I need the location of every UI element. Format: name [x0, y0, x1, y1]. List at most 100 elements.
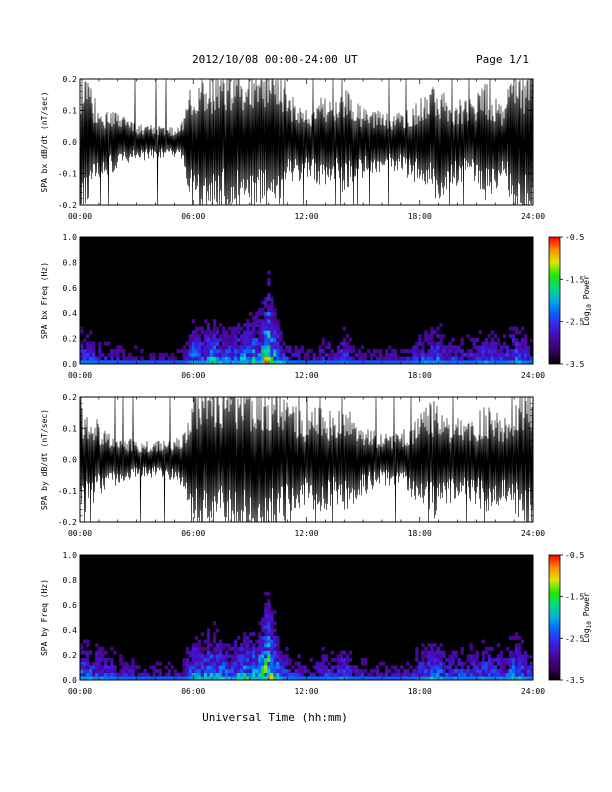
spectrogram-cell: [273, 330, 277, 335]
spectrogram-cell: [261, 311, 265, 316]
spectrogram-cell: [415, 668, 419, 673]
spectrogram-cell: [83, 356, 87, 361]
spectrogram-cell: [273, 341, 277, 346]
spectrogram-cell: [182, 676, 186, 681]
spectrogram-cell: [221, 643, 226, 648]
panel-3: -0.2-0.10.00.10.200:00 06:00 12:00 18:00 24:…: [40, 393, 545, 538]
spectrogram-cell: [372, 352, 377, 357]
spectrogram-cell: [270, 643, 274, 648]
spectrogram-cell: [415, 657, 419, 662]
spectrogram-cell: [267, 326, 271, 331]
y-tick-label: -0.2: [58, 518, 77, 527]
spectrogram-cell: [131, 661, 135, 666]
spectrogram-cell: [520, 349, 525, 354]
spectrogram-cell: [227, 341, 232, 346]
spectrogram-cell: [424, 646, 428, 651]
spectrogram-cell: [369, 352, 374, 357]
spectrogram-cell: [261, 654, 265, 659]
spectrogram-cell: [221, 326, 226, 331]
spectrogram-cell: [267, 617, 271, 622]
spectrogram-cell: [122, 661, 126, 666]
spectrogram-cell: [89, 665, 93, 670]
spectrogram-cell: [406, 668, 410, 673]
y-tick-label: 0.2: [63, 335, 78, 344]
spectrogram-cell: [363, 352, 368, 357]
spectrogram-cell: [430, 356, 434, 361]
spectrogram-cell: [436, 665, 440, 670]
spectrogram-cell: [523, 657, 528, 662]
spectrogram-cell: [345, 665, 350, 670]
spectrogram-cell: [185, 356, 190, 361]
spectrogram-cell: [83, 665, 87, 670]
spectrogram-cell: [394, 360, 398, 365]
spectrogram-cell: [212, 639, 217, 644]
spectrogram-cell: [270, 632, 274, 637]
spectrogram-cell: [433, 330, 437, 335]
spectrogram-cell: [466, 672, 470, 677]
spectrogram-cell: [469, 661, 473, 666]
spectrogram-cell: [255, 330, 259, 335]
spectrogram-cell: [255, 646, 259, 651]
spectrogram-cell: [526, 654, 531, 659]
spectrogram-cell: [294, 360, 298, 365]
spectrogram-cell: [448, 349, 452, 354]
spectrogram-cell: [218, 672, 223, 677]
spectrogram-cell: [276, 661, 280, 666]
spectrogram-cell: [182, 661, 186, 666]
spectrogram-cell: [231, 657, 235, 662]
spectrogram-cell: [285, 356, 289, 361]
spectrogram-cell: [330, 676, 334, 681]
spectrogram-cell: [261, 307, 265, 313]
spectrogram-cell: [258, 668, 262, 673]
spectrogram-cell: [212, 646, 217, 651]
x-tick-label: 24:00: [521, 687, 545, 696]
spectrogram-cell: [457, 345, 461, 350]
spectrogram-cell: [469, 654, 473, 659]
spectrogram-cell: [246, 635, 250, 640]
spectrogram-cell: [158, 360, 162, 365]
spectrogram-cell: [122, 356, 126, 361]
spectrogram-cell: [131, 657, 135, 662]
spectrogram-cell: [185, 672, 190, 677]
y-tick-label: 0.6: [63, 601, 78, 610]
spectrogram-cell: [385, 672, 389, 677]
spectrogram-cell: [116, 345, 120, 350]
spectrogram-cell: [267, 613, 271, 618]
spectrogram-cell: [339, 650, 344, 655]
spectrogram-cell: [267, 307, 271, 313]
spectrogram-cell: [197, 661, 202, 666]
spectrogram-cell: [209, 650, 214, 655]
spectrogram-cell: [206, 650, 211, 655]
spectrogram-cell: [267, 319, 271, 324]
spectrogram-cell: [375, 672, 380, 677]
spectrogram-cell: [212, 322, 217, 327]
spectrogram-cell: [119, 668, 123, 673]
spectrogram-cell: [249, 337, 253, 342]
y-tick-label: 0.4: [63, 626, 78, 635]
spectrogram-cell: [197, 360, 202, 365]
x-tick-label: 18:00: [408, 529, 432, 538]
y-tick-label: 1.0: [63, 233, 78, 242]
spectrogram-cell: [224, 356, 229, 361]
spectrogram-cell: [206, 322, 211, 327]
spectrogram-cell: [342, 341, 347, 346]
spectrogram-cell: [119, 676, 123, 681]
spectrogram-cell: [526, 668, 531, 673]
spectrogram-cell: [318, 665, 322, 670]
spectrogram-cell: [221, 337, 226, 342]
spectrogram-cell: [83, 672, 87, 677]
spectrogram-cell: [167, 661, 171, 666]
spectrogram-cell: [481, 352, 485, 357]
spectrogram-cell: [212, 672, 217, 677]
spectrogram-cell: [261, 646, 265, 651]
spectrogram-cell: [170, 356, 174, 361]
spectrogram-cell: [354, 668, 359, 673]
spectrogram-cell: [330, 657, 334, 662]
spectrogram-cell: [215, 330, 220, 335]
spectrogram-cell: [297, 352, 301, 357]
spectrogram-cell: [273, 621, 277, 626]
spectrogram-cell: [448, 661, 452, 666]
spectrogram-cell: [439, 337, 443, 342]
spectrogram-cell: [83, 668, 87, 673]
